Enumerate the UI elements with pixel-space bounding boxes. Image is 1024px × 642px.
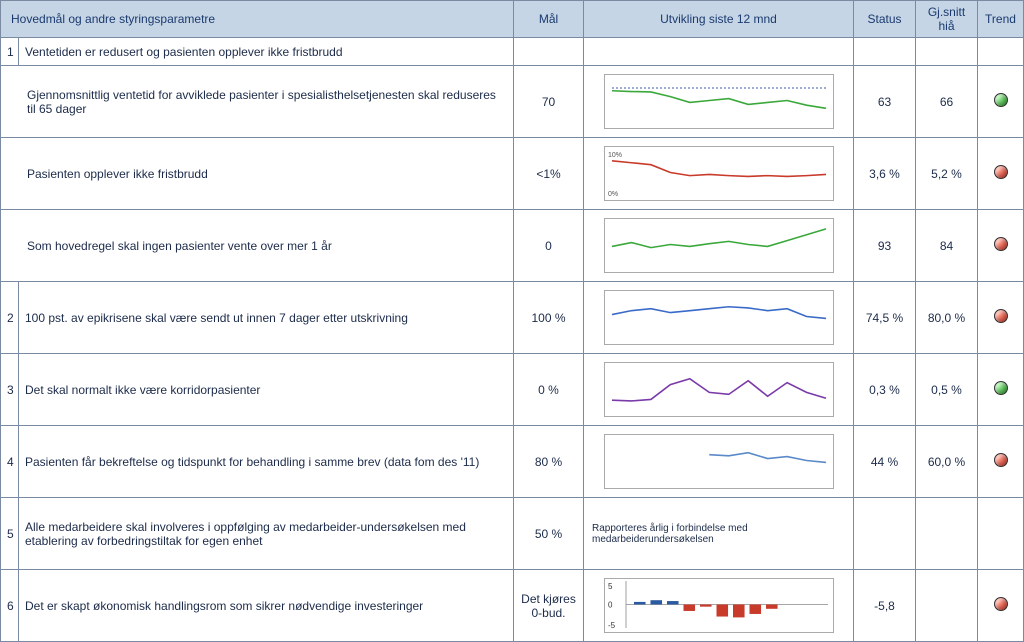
trend-cell (978, 38, 1024, 66)
status-cell (854, 38, 916, 66)
trend-cell (978, 66, 1024, 138)
col-desc: Hovedmål og andre styringsparametre (1, 1, 514, 38)
trend-cell (978, 282, 1024, 354)
row-desc: Gjennomsnittlig ventetid for avviklede p… (1, 66, 514, 138)
mal-cell (514, 38, 584, 66)
svg-text:0%: 0% (608, 191, 618, 198)
status-cell (854, 498, 916, 570)
gjs-cell: 66 (916, 66, 978, 138)
status-cell: 74,5 % (854, 282, 916, 354)
mal-cell: 0 % (514, 354, 584, 426)
trend-cell (978, 138, 1024, 210)
table-row: 1Ventetiden er redusert og pasienten opp… (1, 38, 1024, 66)
header-row: Hovedmål og andre styringsparametre Mål … (1, 1, 1024, 38)
table-row: 4Pasienten får bekreftelse og tidspunkt … (1, 426, 1024, 498)
table-row: Pasienten opplever ikke fristbrudd<1% 10%… (1, 138, 1024, 210)
svg-text:5: 5 (608, 582, 613, 591)
chart-cell (584, 282, 854, 354)
status-cell: -5,8 (854, 570, 916, 642)
gjs-cell: 84 (916, 210, 978, 282)
trend-dot-red (994, 237, 1008, 251)
table-row: 3Det skal normalt ikke være korridorpasi… (1, 354, 1024, 426)
mal-cell: 70 (514, 66, 584, 138)
row-desc: Som hovedregel skal ingen pasienter vent… (1, 210, 514, 282)
col-status: Status (854, 1, 916, 38)
chart-cell (584, 66, 854, 138)
col-mal: Mål (514, 1, 584, 38)
trend-cell (978, 210, 1024, 282)
trend-cell (978, 498, 1024, 570)
status-cell: 3,6 % (854, 138, 916, 210)
sparkline-chart: 10% 0% (604, 146, 834, 201)
table-row: Gjennomsnittlig ventetid for avviklede p… (1, 66, 1024, 138)
row-number: 3 (1, 354, 19, 426)
trend-dot-green (994, 381, 1008, 395)
chart-cell (584, 210, 854, 282)
gjs-cell: 60,0 % (916, 426, 978, 498)
sparkline-chart (604, 290, 834, 345)
chart-cell: Rapporteres årlig i forbindelse med meda… (584, 498, 854, 570)
col-utv: Utvikling siste 12 mnd (584, 1, 854, 38)
mal-cell: 80 % (514, 426, 584, 498)
row-number: 2 (1, 282, 19, 354)
mal-cell: <1% (514, 138, 584, 210)
trend-dot-red (994, 309, 1008, 323)
table-row: Som hovedregel skal ingen pasienter vent… (1, 210, 1024, 282)
row-desc: Pasienten får bekreftelse og tidspunkt f… (19, 426, 514, 498)
sparkline-chart (604, 74, 834, 129)
mal-cell: 50 % (514, 498, 584, 570)
gjs-cell (916, 38, 978, 66)
trend-cell (978, 354, 1024, 426)
row-desc: Det skal normalt ikke være korridorpasie… (19, 354, 514, 426)
col-gjs: Gj.snitt hiå (916, 1, 978, 38)
svg-text:10%: 10% (608, 152, 622, 159)
dashboard-table: Hovedmål og andre styringsparametre Mål … (0, 0, 1024, 642)
bar-chart: 5 0 -5 (604, 578, 834, 633)
gjs-cell: 80,0 % (916, 282, 978, 354)
chart-cell: 5 0 -5 (584, 570, 854, 642)
svg-text:0: 0 (608, 601, 613, 610)
table-row: 6Det er skapt økonomisk handlingsrom som… (1, 570, 1024, 642)
gjs-cell (916, 498, 978, 570)
row-number: 5 (1, 498, 19, 570)
table-row: 2100 pst. av epikrisene skal være sendt … (1, 282, 1024, 354)
status-cell: 0,3 % (854, 354, 916, 426)
row-desc: 100 pst. av epikrisene skal være sendt u… (19, 282, 514, 354)
status-cell: 44 % (854, 426, 916, 498)
gjs-cell: 5,2 % (916, 138, 978, 210)
chart-cell (584, 426, 854, 498)
svg-text:-5: -5 (608, 621, 616, 630)
trend-dot-red (994, 597, 1008, 611)
row-desc: Alle medarbeidere skal involveres i oppf… (19, 498, 514, 570)
chart-cell: 10% 0% (584, 138, 854, 210)
status-cell: 93 (854, 210, 916, 282)
col-trend: Trend (978, 1, 1024, 38)
trend-dot-red (994, 165, 1008, 179)
trend-dot-green (994, 93, 1008, 107)
table-row: 5Alle medarbeidere skal involveres i opp… (1, 498, 1024, 570)
status-cell: 63 (854, 66, 916, 138)
sparkline-chart (604, 218, 834, 273)
mal-cell: 100 % (514, 282, 584, 354)
row-desc: Det er skapt økonomisk handlingsrom som … (19, 570, 514, 642)
row-number: 4 (1, 426, 19, 498)
mal-cell: Det kjøres 0-bud. (514, 570, 584, 642)
row-desc: Ventetiden er redusert og pasienten oppl… (19, 38, 514, 66)
chart-cell (584, 38, 854, 66)
gjs-cell: 0,5 % (916, 354, 978, 426)
row-desc: Pasienten opplever ikke fristbrudd (1, 138, 514, 210)
sparkline-chart (604, 434, 834, 489)
row-number: 1 (1, 38, 19, 66)
sparkline-chart (604, 362, 834, 417)
gjs-cell (916, 570, 978, 642)
chart-cell (584, 354, 854, 426)
trend-dot-red (994, 453, 1008, 467)
row-number: 6 (1, 570, 19, 642)
trend-cell (978, 426, 1024, 498)
mal-cell: 0 (514, 210, 584, 282)
trend-cell (978, 570, 1024, 642)
